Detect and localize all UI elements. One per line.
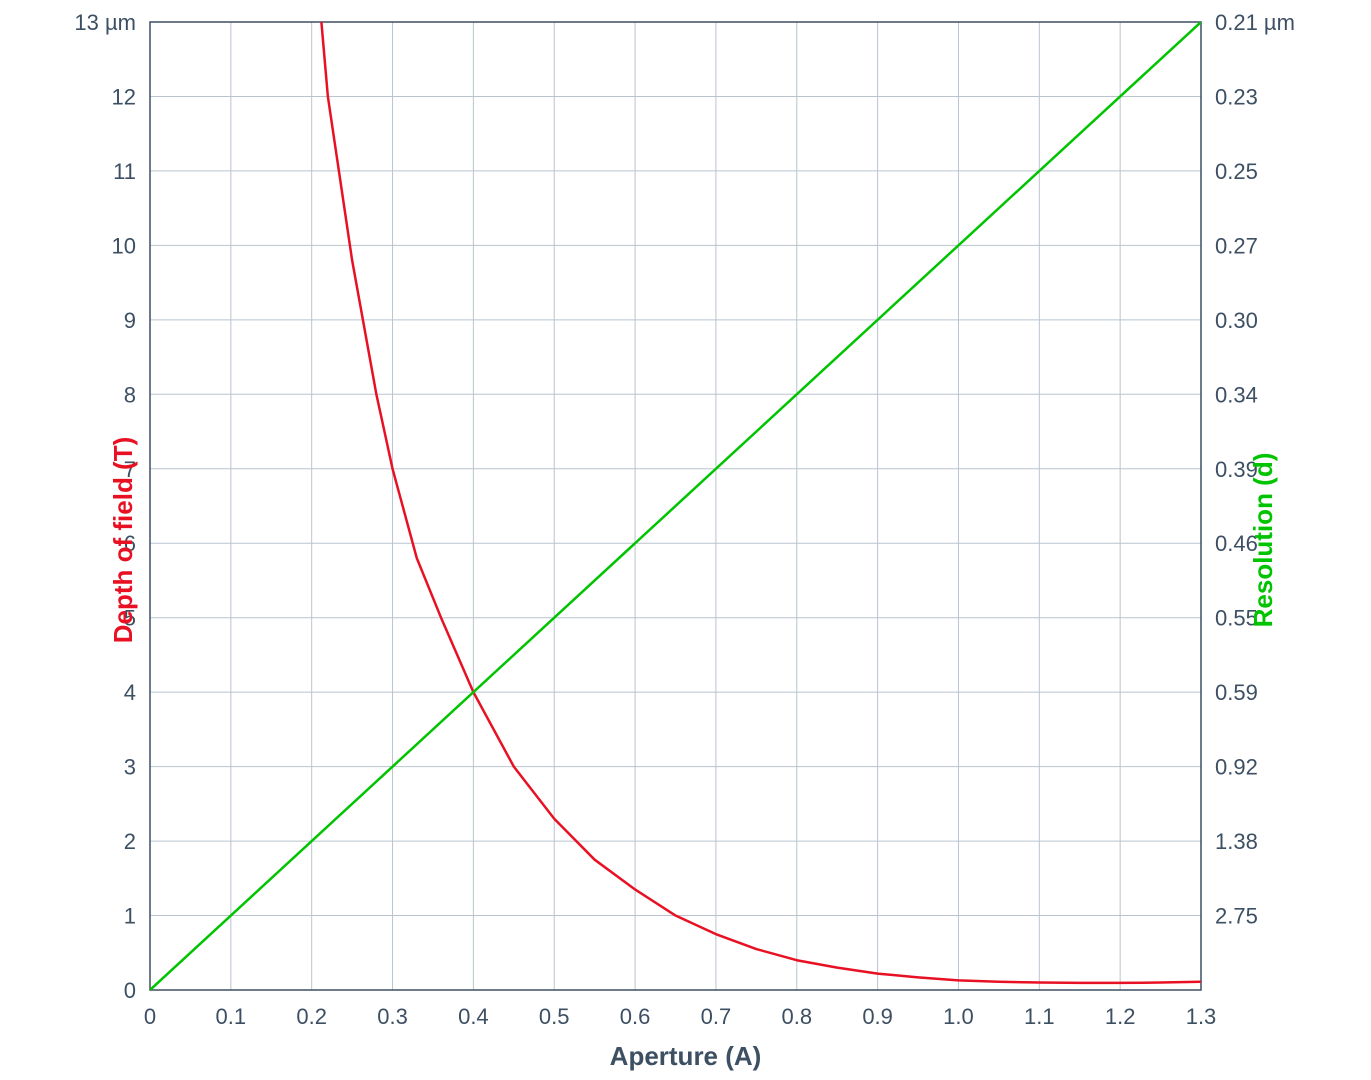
x-tick-label: 0.8 — [781, 1004, 812, 1029]
x-tick-label: 0.7 — [701, 1004, 732, 1029]
y-right-tick-label: 0.21 µm — [1215, 10, 1295, 35]
x-tick-label: 1.2 — [1105, 1004, 1136, 1029]
x-tick-label: 0.3 — [377, 1004, 408, 1029]
chart-svg: 0 0.1 0.2 0.3 0.4 0.5 0.6 0.7 0.8 0.9 1.0 1.1 1.2 1.3… — [0, 0, 1371, 1080]
y-right-tick-label: 0.92 — [1215, 755, 1258, 780]
x-tick-label: 0.2 — [296, 1004, 327, 1029]
y-left-tick-label: 8 — [124, 382, 136, 407]
chart-container: 0 0.1 0.2 0.3 0.4 0.5 0.6 0.7 0.8 0.9 1.0 1.1 1.2 1.3… — [0, 0, 1371, 1080]
x-axis-label: Aperture (A) — [610, 1041, 762, 1072]
y-right-tick-label: 2.75 — [1215, 904, 1258, 929]
y-right-tick-label: 0.27 — [1215, 233, 1258, 258]
y-left-tick-label: 9 — [124, 308, 136, 333]
x-tick-label: 0.9 — [862, 1004, 893, 1029]
x-tick-label: 0.5 — [539, 1004, 570, 1029]
y-left-tick-label: 11 — [113, 159, 136, 184]
y-axis-right-label: Resolution (d) — [1248, 453, 1279, 628]
x-tick-label: 0 — [144, 1004, 156, 1029]
x-tick-label: 0.4 — [458, 1004, 489, 1029]
y-right-tick-label: 0.23 — [1215, 84, 1258, 109]
x-tick-label: 0.6 — [620, 1004, 651, 1029]
x-tick-label: 1.3 — [1186, 1004, 1217, 1029]
y-left-tick-label: 12 — [112, 84, 136, 109]
y-right-tick-label: 0.34 — [1215, 382, 1258, 407]
y-left-tick-label: 2 — [124, 829, 136, 854]
y-right-tick-label: 0.59 — [1215, 680, 1258, 705]
x-tick-label: 1.1 — [1024, 1004, 1055, 1029]
x-tick-label: 1.0 — [943, 1004, 974, 1029]
y-left-tick-label: 13 µm — [74, 10, 136, 35]
y-axis-left-label: Depth of field (T) — [108, 437, 139, 644]
y-right-tick-label: 0.30 — [1215, 308, 1258, 333]
y-left-tick-label: 0 — [124, 978, 136, 1003]
y-left-tick-label: 1 — [124, 904, 136, 929]
y-left-tick-label: 4 — [124, 680, 136, 705]
x-tick-label: 0.1 — [216, 1004, 247, 1029]
y-left-tick-label: 3 — [124, 755, 136, 780]
y-left-tick-label: 10 — [112, 233, 136, 258]
y-right-tick-label: 0.25 — [1215, 159, 1258, 184]
y-right-tick-label: 1.38 — [1215, 829, 1258, 854]
